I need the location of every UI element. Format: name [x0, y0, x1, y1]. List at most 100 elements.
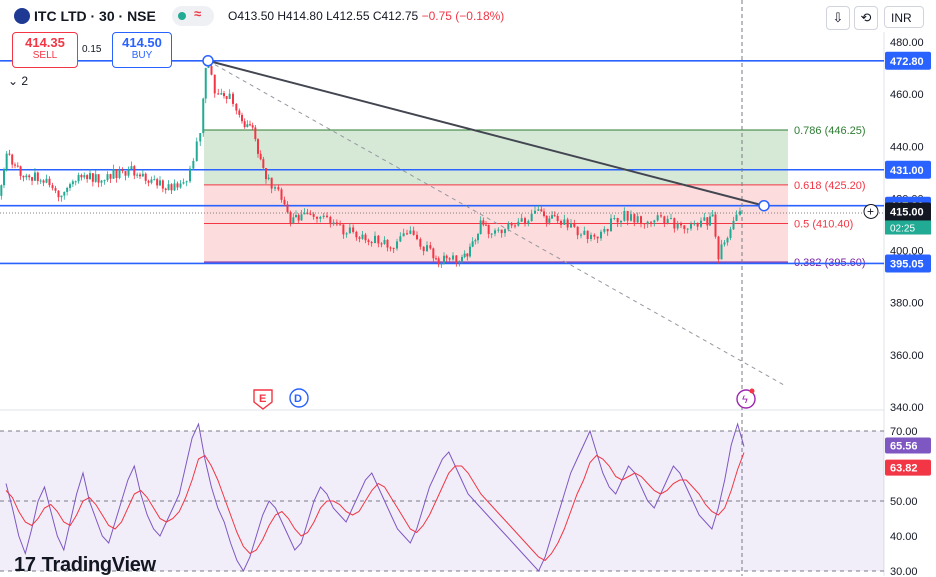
candle-body	[303, 212, 306, 215]
candle-body	[367, 240, 370, 243]
candle-body	[94, 174, 97, 182]
candle-body	[274, 187, 276, 189]
candle-body	[267, 177, 270, 180]
high-value: H414.80	[277, 9, 323, 23]
candle-body	[161, 180, 164, 189]
candle-body	[192, 160, 195, 169]
candle-body	[448, 258, 451, 260]
candle-body	[97, 174, 100, 183]
lightning-event-icon[interactable]	[736, 389, 756, 409]
trendline-anchor-end[interactable]	[758, 199, 770, 212]
candle-body	[596, 236, 599, 239]
market-status-pill[interactable]	[172, 6, 214, 26]
candle-body	[392, 247, 395, 249]
candle-body	[243, 121, 246, 127]
download-icon[interactable]: ⇩	[826, 6, 850, 30]
price-tag-bg	[885, 254, 931, 273]
candle-body	[342, 224, 345, 235]
rsi-value-tag-bg	[885, 437, 931, 454]
indicators-count: 2	[21, 74, 29, 88]
candle-body	[543, 211, 545, 216]
candle-body	[551, 215, 553, 219]
candle-body	[426, 245, 428, 252]
fib-zone-green	[204, 129, 788, 185]
candle-body	[477, 234, 479, 241]
candle-body	[150, 179, 153, 183]
candle-body	[45, 178, 48, 183]
fib-level-label: 0.786 (446.25)	[794, 125, 866, 137]
candle-body	[463, 253, 466, 258]
candle-body	[714, 214, 717, 237]
candle-body	[280, 189, 283, 200]
candle-body	[643, 223, 646, 225]
trendline-anchor-start[interactable]	[202, 55, 214, 67]
candle-body	[620, 220, 622, 223]
change-value: −0.75 (−0.18%)	[421, 9, 505, 23]
candle-body	[48, 178, 51, 186]
candle-body	[228, 93, 231, 99]
candle-body	[270, 177, 273, 189]
countdown-label: 02:25	[890, 223, 915, 234]
candle-body	[739, 211, 741, 215]
candle-body	[141, 173, 144, 177]
rsi-line	[5, 422, 745, 573]
candle-body	[490, 233, 493, 235]
candle-body	[289, 212, 292, 224]
price-axis-tick: 340.00	[890, 402, 924, 414]
candle-body	[383, 239, 386, 244]
candle-body	[461, 257, 463, 262]
candle-body	[159, 180, 161, 186]
rsi-value-tag: 65.56	[890, 441, 918, 453]
fullscreen-icon[interactable]: ⟲	[854, 6, 878, 30]
candle-body	[28, 175, 31, 178]
candle-body	[182, 182, 185, 184]
candle-body	[118, 169, 121, 178]
candle-body	[312, 214, 315, 217]
candle-body	[295, 215, 297, 218]
candle-body	[306, 212, 309, 214]
candle-body	[626, 211, 629, 221]
candle-body	[402, 233, 405, 237]
candle-body	[235, 103, 238, 111]
candle-body	[437, 258, 440, 265]
trendline[interactable]	[207, 59, 765, 207]
candle-body	[195, 141, 198, 161]
candle-body	[241, 114, 243, 122]
candle-body	[74, 181, 77, 183]
currency-selector[interactable]: INR	[884, 6, 924, 28]
plus-glyph: +	[867, 204, 874, 218]
candle-body	[3, 169, 5, 186]
candle-body	[419, 239, 422, 247]
indicators-toggle[interactable]: ⌄ 2	[8, 74, 28, 88]
add-alert-plus-icon[interactable]	[863, 203, 879, 219]
candle-body	[377, 235, 380, 244]
candle-body	[173, 183, 176, 191]
candle-body	[630, 214, 632, 221]
dashed-projection-line[interactable]	[207, 60, 787, 387]
candle-body	[703, 217, 706, 221]
candle-body	[106, 174, 109, 181]
rsi-axis-tick: 40.00	[890, 531, 918, 543]
candle-body	[726, 238, 729, 243]
symbol-logo-icon[interactable]	[14, 8, 30, 24]
candle-body	[732, 220, 735, 230]
dividend-marker-icon[interactable]	[289, 388, 309, 408]
candle-body	[514, 225, 516, 227]
candle-body	[576, 226, 579, 236]
price-tag-bg	[885, 51, 931, 70]
candle-body	[534, 210, 536, 214]
candle-body	[335, 222, 338, 225]
candle-body	[690, 224, 692, 229]
buy-button[interactable]: 414.50 BUY	[112, 32, 172, 68]
tradingview-logo[interactable]: 17 TradingView	[14, 554, 156, 577]
candle-body	[259, 153, 262, 160]
earnings-marker-icon[interactable]	[253, 389, 273, 410]
candle-body	[700, 220, 702, 227]
candle-body	[246, 124, 249, 127]
sell-button[interactable]: 414.35 SELL	[12, 32, 78, 68]
symbol-title[interactable]: ITC LTD · 30 · NSE	[34, 8, 156, 24]
candle-body	[409, 230, 412, 234]
candle-body	[361, 234, 364, 239]
candle-body	[466, 253, 469, 257]
